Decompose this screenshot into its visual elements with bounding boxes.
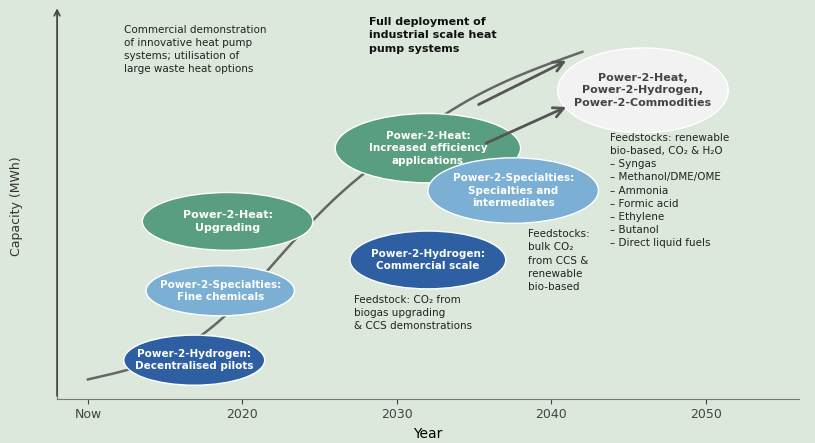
- Ellipse shape: [146, 266, 294, 316]
- Text: Commercial demonstration
of innovative heat pump
systems; utilisation of
large w: Commercial demonstration of innovative h…: [124, 25, 267, 74]
- Text: Power-2-Specialties:
Specialties and
intermediates: Power-2-Specialties: Specialties and int…: [452, 173, 574, 208]
- Ellipse shape: [124, 335, 265, 385]
- Ellipse shape: [350, 231, 506, 289]
- Ellipse shape: [143, 193, 313, 250]
- Text: Feedstock: CO₂ from
biogas upgrading
& CCS demonstrations: Feedstock: CO₂ from biogas upgrading & C…: [354, 295, 472, 331]
- Text: Power-2-Specialties:
Fine chemicals: Power-2-Specialties: Fine chemicals: [160, 280, 281, 302]
- Text: Power-2-Hydrogen:
Decentralised pilots: Power-2-Hydrogen: Decentralised pilots: [135, 349, 253, 371]
- Text: Capacity (MWh): Capacity (MWh): [10, 156, 23, 256]
- Text: Feedstocks:
bulk CO₂
from CCS &
renewable
bio-based: Feedstocks: bulk CO₂ from CCS & renewabl…: [528, 229, 589, 292]
- Ellipse shape: [428, 158, 598, 223]
- Text: Power-2-Heat:
Upgrading: Power-2-Heat: Upgrading: [183, 210, 273, 233]
- X-axis label: Year: Year: [413, 427, 443, 441]
- Text: Power-2-Hydrogen:
Commercial scale: Power-2-Hydrogen: Commercial scale: [371, 249, 485, 271]
- Text: Power-2-Heat,
Power-2-Hydrogen,
Power-2-Commodities: Power-2-Heat, Power-2-Hydrogen, Power-2-…: [575, 73, 711, 108]
- Ellipse shape: [557, 48, 729, 133]
- Text: Feedstocks: renewable
bio-based, CO₂ & H₂O
– Syngas
– Methanol/DME/OME
– Ammonia: Feedstocks: renewable bio-based, CO₂ & H…: [610, 133, 729, 249]
- Text: Full deployment of
industrial scale heat
pump systems: Full deployment of industrial scale heat…: [368, 17, 496, 54]
- Ellipse shape: [335, 113, 521, 183]
- Text: Power-2-Heat:
Increased efficiency
applications: Power-2-Heat: Increased efficiency appli…: [368, 131, 487, 166]
